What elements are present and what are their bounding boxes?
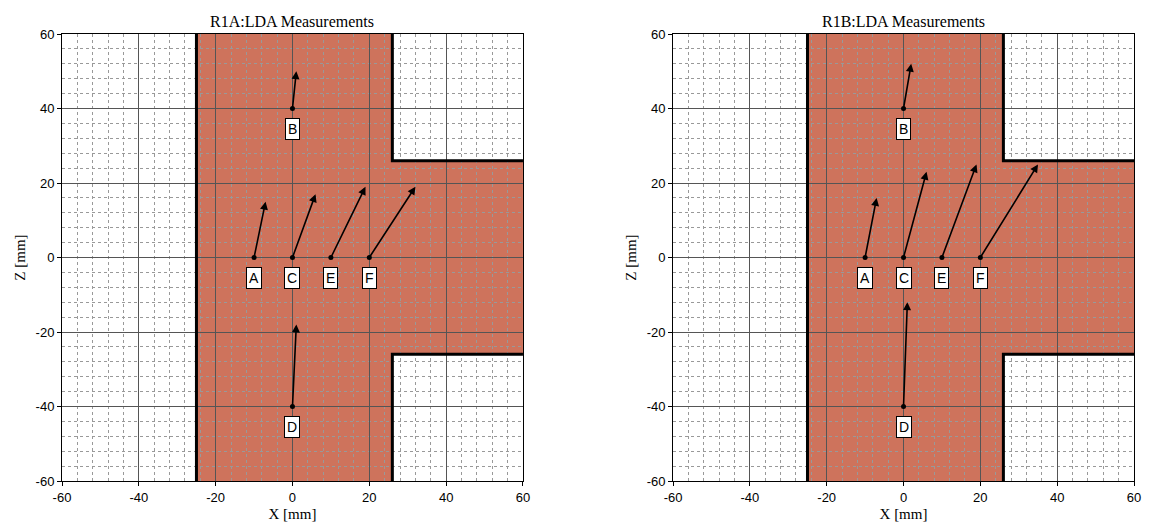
svg-text:A: A (249, 270, 259, 286)
svg-text:A: A (860, 270, 870, 286)
svg-text:0: 0 (289, 490, 296, 505)
svg-text:-60: -60 (53, 490, 72, 505)
svg-text:X [mm]: X [mm] (269, 506, 317, 522)
svg-text:20: 20 (973, 490, 987, 505)
svg-text:0: 0 (900, 490, 907, 505)
svg-text:-20: -20 (817, 490, 836, 505)
svg-text:-20: -20 (36, 325, 55, 340)
svg-text:C: C (899, 270, 909, 286)
svg-text:X [mm]: X [mm] (880, 506, 928, 522)
svg-text:-60: -60 (647, 474, 666, 489)
svg-text:40: 40 (1050, 490, 1064, 505)
svg-text:40: 40 (40, 101, 54, 116)
svg-text:E: E (937, 270, 946, 286)
svg-text:-40: -40 (36, 399, 55, 414)
svg-text:-40: -40 (647, 399, 666, 414)
svg-text:C: C (287, 270, 297, 286)
svg-text:60: 60 (651, 27, 665, 42)
svg-text:R1B:LDA Measurements: R1B:LDA Measurements (822, 13, 985, 30)
svg-text:0: 0 (658, 250, 665, 265)
svg-text:20: 20 (362, 490, 376, 505)
svg-text:F: F (365, 270, 374, 286)
svg-text:Z [mm]: Z [mm] (12, 234, 28, 280)
svg-text:20: 20 (40, 176, 54, 191)
svg-text:40: 40 (439, 490, 453, 505)
svg-text:40: 40 (651, 101, 665, 116)
svg-text:-20: -20 (647, 325, 666, 340)
svg-text:B: B (288, 121, 297, 137)
svg-text:E: E (326, 270, 335, 286)
svg-text:-60: -60 (664, 490, 683, 505)
svg-text:60: 60 (40, 27, 54, 42)
svg-text:-60: -60 (36, 474, 55, 489)
svg-text:-40: -40 (129, 490, 148, 505)
svg-text:60: 60 (1127, 490, 1141, 505)
svg-text:-20: -20 (206, 490, 225, 505)
svg-text:D: D (287, 419, 297, 435)
svg-text:Z [mm]: Z [mm] (623, 234, 639, 280)
svg-text:R1A:LDA Measurements: R1A:LDA Measurements (210, 13, 374, 30)
svg-text:B: B (899, 121, 908, 137)
svg-text:20: 20 (651, 176, 665, 191)
svg-text:-40: -40 (740, 490, 759, 505)
svg-text:0: 0 (47, 250, 54, 265)
svg-text:60: 60 (516, 490, 530, 505)
svg-text:D: D (899, 419, 909, 435)
svg-text:F: F (976, 270, 985, 286)
